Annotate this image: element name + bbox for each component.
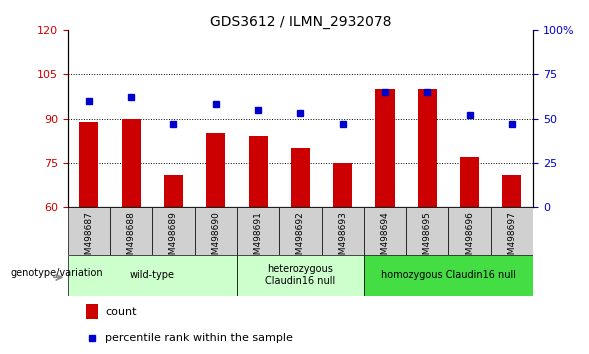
Bar [87,304,98,319]
Text: GSM498687: GSM498687 [84,211,94,266]
Bar [249,136,267,207]
Bar [322,207,364,255]
Bar [502,175,521,207]
Bar [110,207,153,255]
Bar [279,207,322,255]
Bar [68,255,237,296]
Text: GSM498692: GSM498692 [296,211,305,266]
Bar [237,255,364,296]
Text: homozygous Claudin16 null: homozygous Claudin16 null [381,270,516,280]
Text: genotype/variation: genotype/variation [10,268,103,278]
Bar [364,207,406,255]
Bar [206,133,226,207]
Text: GSM498691: GSM498691 [254,211,263,266]
Bar [364,255,533,296]
Bar [164,175,183,207]
Text: percentile rank within the sample: percentile rank within the sample [105,333,293,343]
Bar [460,157,479,207]
Bar [406,207,448,255]
Text: count: count [105,307,137,317]
Bar [194,207,237,255]
Bar [333,163,352,207]
Text: GSM498695: GSM498695 [423,211,432,266]
Text: GSM498696: GSM498696 [465,211,474,266]
Text: GSM498690: GSM498690 [211,211,220,266]
Bar [153,207,194,255]
Bar [237,207,279,255]
Text: GSM498694: GSM498694 [380,211,389,266]
Text: GSM498697: GSM498697 [507,211,517,266]
Bar [448,207,491,255]
Bar [291,148,310,207]
Text: GSM498688: GSM498688 [127,211,135,266]
Bar [375,89,395,207]
Bar [68,207,110,255]
Bar [80,121,98,207]
Text: GSM498693: GSM498693 [338,211,347,266]
Bar [418,89,437,207]
Text: wild-type: wild-type [130,270,175,280]
Title: GDS3612 / ILMN_2932078: GDS3612 / ILMN_2932078 [210,15,391,29]
Bar [491,207,533,255]
Bar [122,119,141,207]
Text: heterozygous
Claudin16 null: heterozygous Claudin16 null [265,264,336,286]
Text: GSM498689: GSM498689 [169,211,178,266]
